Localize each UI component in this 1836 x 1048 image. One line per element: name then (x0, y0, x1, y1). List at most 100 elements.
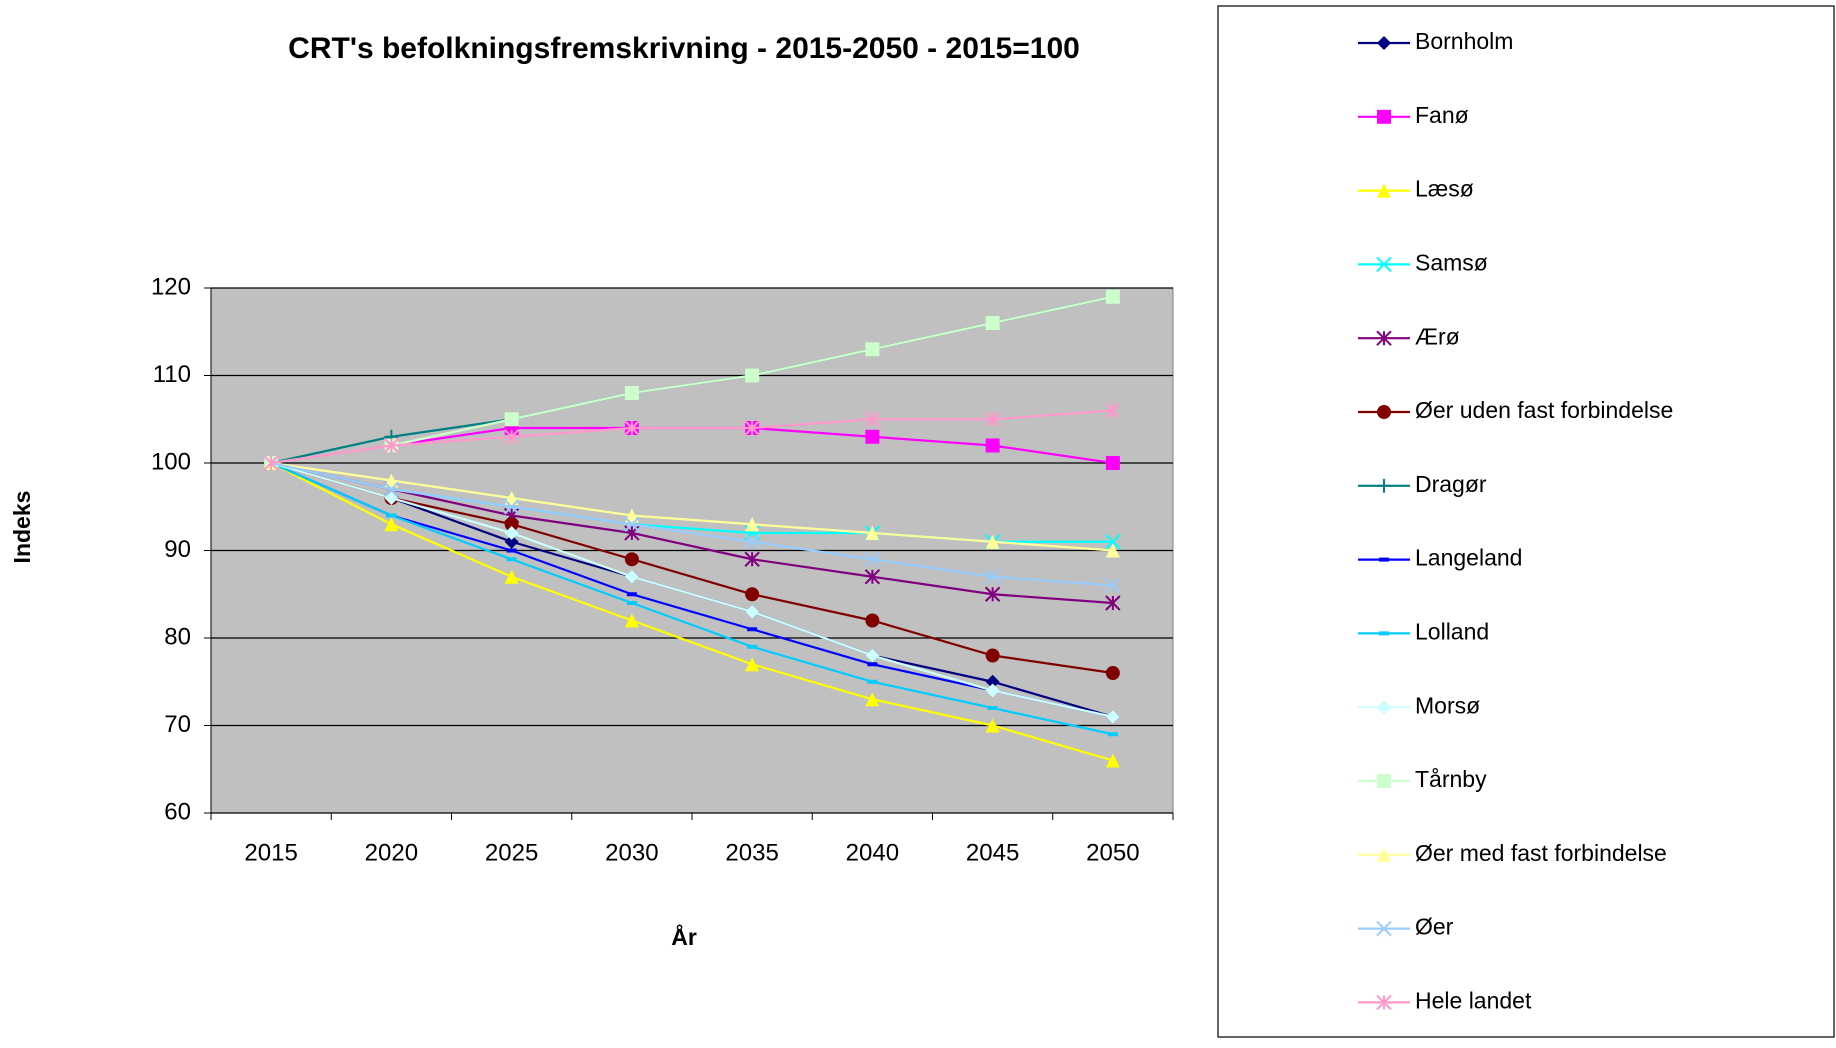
marker (506, 548, 517, 553)
marker (1105, 534, 1121, 550)
x-tick-label: 2020 (365, 839, 418, 866)
series-line (270, 461, 1113, 552)
marker (1377, 109, 1391, 124)
marker (864, 411, 881, 427)
series-line (270, 295, 1114, 465)
marker (744, 534, 760, 550)
marker (504, 491, 519, 505)
marker (624, 420, 640, 436)
marker (384, 517, 399, 532)
marker (745, 604, 760, 619)
marker (747, 627, 758, 632)
x-tick-label: 2030 (605, 839, 658, 866)
marker (383, 481, 400, 497)
marker (624, 613, 639, 628)
marker (1377, 405, 1391, 419)
marker (1376, 256, 1392, 273)
marker (624, 516, 640, 532)
marker (1105, 577, 1121, 594)
marker (745, 517, 760, 532)
legend-label: Ærø (1415, 323, 1460, 349)
marker (984, 586, 1001, 602)
marker (867, 662, 878, 667)
y-tick-label: 60 (164, 798, 191, 825)
legend-label: Øer uden fast forbindelse (1415, 397, 1673, 423)
marker (745, 657, 760, 672)
marker (985, 648, 1000, 663)
marker (1377, 847, 1391, 862)
marker (984, 569, 1001, 585)
marker (263, 455, 279, 471)
marker (504, 517, 519, 532)
marker (386, 513, 397, 518)
marker (383, 437, 400, 454)
marker (1377, 478, 1391, 493)
y-tick-label: 70 (164, 711, 191, 738)
marker (624, 552, 639, 567)
marker (384, 491, 399, 505)
marker (626, 592, 637, 597)
marker (744, 420, 760, 436)
x-tick-label: 2050 (1086, 839, 1139, 866)
legend-label: Øer (1415, 914, 1454, 940)
y-axis-title: Indeks (9, 491, 35, 564)
series-line (270, 461, 1114, 736)
marker (503, 429, 520, 445)
x-tick-label: 2045 (966, 839, 1019, 866)
legend-label: Dragør (1415, 471, 1487, 497)
chart-title: CRT's befolkningsfremskrivning - 2015-20… (288, 32, 1080, 65)
marker (1379, 557, 1389, 562)
marker (626, 601, 637, 605)
marker (985, 534, 1000, 549)
legend-label: Samsø (1415, 249, 1488, 275)
marker (1377, 183, 1391, 198)
legend-label: Fanø (1415, 102, 1469, 128)
legend-label: Læsø (1415, 176, 1474, 202)
series-line (270, 461, 1114, 718)
marker (624, 508, 639, 523)
x-axis-title: År (671, 923, 697, 950)
y-tick-label: 90 (164, 536, 191, 563)
marker (504, 526, 519, 540)
marker (747, 644, 758, 649)
legend-label: Langeland (1415, 545, 1522, 571)
series (263, 402, 1121, 471)
marker (745, 587, 760, 602)
marker (1377, 36, 1391, 50)
marker (504, 569, 519, 584)
legend-box (1217, 5, 1835, 1038)
marker (745, 368, 760, 383)
legend-label: Morsø (1415, 692, 1480, 718)
legend-label: Hele landet (1415, 987, 1532, 1013)
marker (384, 473, 399, 488)
marker (1376, 994, 1392, 1011)
marker (867, 679, 878, 684)
marker (985, 316, 1000, 330)
x-tick-label: 2025 (485, 839, 538, 866)
marker (1105, 753, 1120, 768)
marker (1377, 774, 1391, 788)
marker (1105, 595, 1121, 611)
y-tick-label: 100 (151, 448, 191, 475)
legend-label: Lolland (1415, 618, 1489, 644)
marker (1379, 631, 1389, 636)
marker (987, 706, 998, 710)
marker (744, 551, 760, 567)
marker (865, 526, 880, 540)
marker (985, 438, 1000, 453)
y-tick-label: 80 (164, 623, 191, 650)
marker (624, 569, 639, 584)
marker (1107, 732, 1118, 737)
marker (1105, 709, 1120, 724)
marker (1105, 402, 1121, 419)
marker (984, 411, 1001, 427)
marker (985, 674, 1000, 689)
marker (503, 499, 520, 515)
x-tick-label: 2035 (725, 839, 778, 866)
marker (865, 648, 880, 663)
marker (1105, 289, 1120, 304)
series-line (270, 461, 1114, 675)
marker (864, 551, 881, 567)
series-line (270, 409, 1113, 465)
x-tick-label: 2040 (846, 839, 899, 866)
